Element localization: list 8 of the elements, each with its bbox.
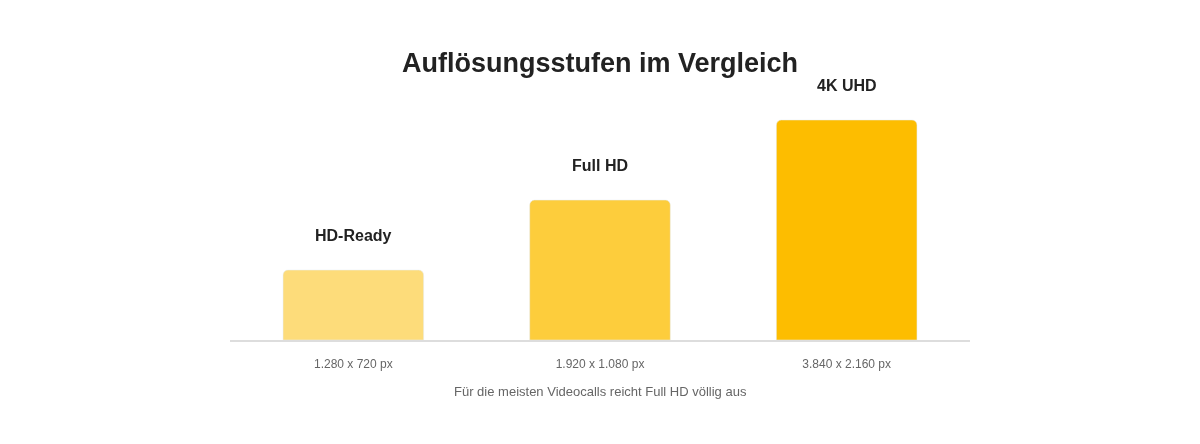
x-tick-label: 3.840 x 2.160 px — [802, 357, 892, 372]
annotation: HD-Ready — [315, 227, 392, 244]
text: Für die meisten Videocalls reicht Full HD völlig aus — [454, 384, 747, 399]
chart-title: Auflösungsstufen im Vergleich — [401, 47, 799, 78]
x-tick-label: 1.280 x 720 px — [313, 357, 393, 372]
annotation: Full HD — [572, 157, 628, 174]
annotation: 4K UHD — [817, 77, 877, 94]
x-tick-label: 1.920 x 1.080 px — [555, 357, 645, 372]
